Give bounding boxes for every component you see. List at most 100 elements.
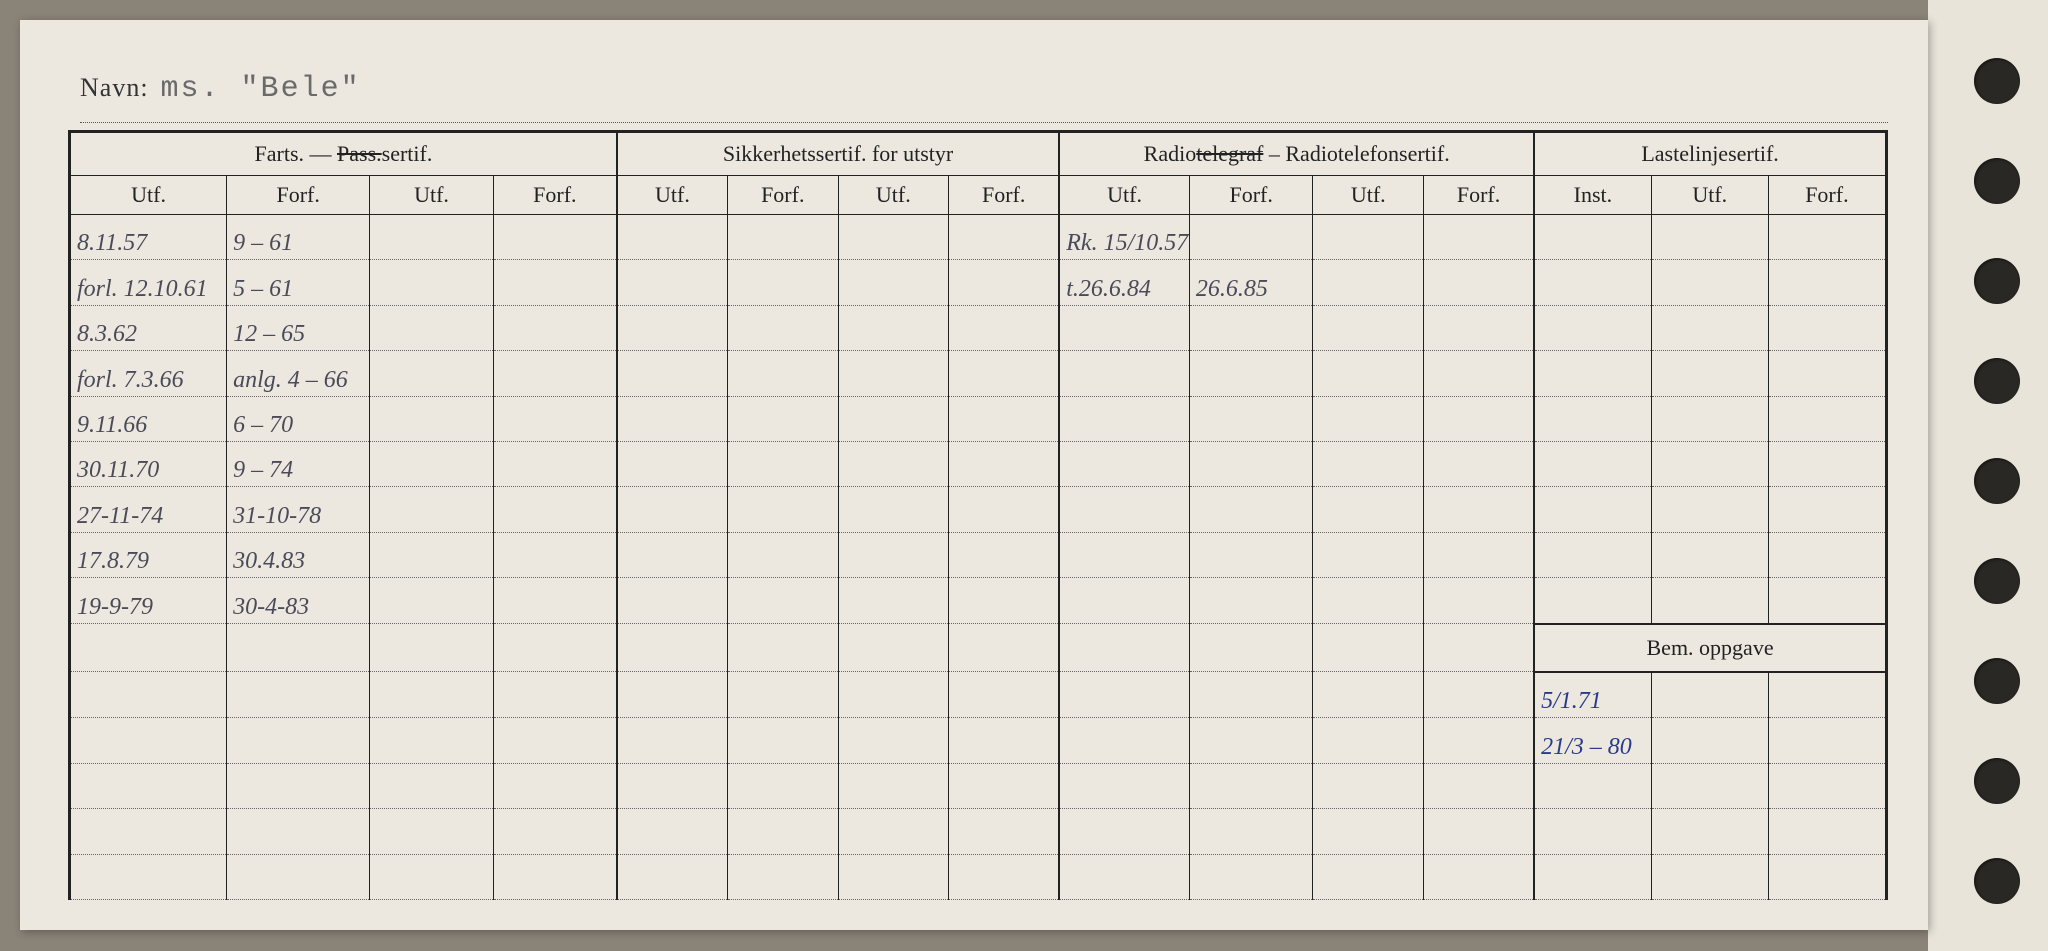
table: Farts. — Pass.sertif.Sikkerhetssertif. f… [70,132,1886,900]
cell [1534,809,1651,854]
cell [1534,578,1651,624]
cell [1768,718,1885,763]
cell [1768,441,1885,486]
cell [71,854,227,900]
cell: 30.4.83 [227,532,370,577]
cell [1313,396,1424,441]
cell [370,351,494,396]
cell [949,441,1060,486]
cell [1424,215,1535,260]
table-row: forl. 12.10.615 – 61t.26.6.8426.6.85 [71,260,1886,305]
cell [370,532,494,577]
cell: 5/1.71 [1534,672,1651,718]
cell: 9 – 61 [227,215,370,260]
cell [1534,396,1651,441]
cell [1424,809,1535,854]
cell: 30.11.70 [71,441,227,486]
cell: 8.3.62 [71,305,227,350]
cell [617,624,728,672]
cell [1651,763,1768,808]
bem-header-row: Bem. oppgave [71,624,1886,672]
cell [949,260,1060,305]
cell [1313,260,1424,305]
cell [493,305,617,350]
cell [949,854,1060,900]
cell [1534,260,1651,305]
cell [838,809,949,854]
cell [949,351,1060,396]
cell [1651,305,1768,350]
cell [1059,578,1189,624]
cell [1651,487,1768,532]
cell [493,854,617,900]
cell [1424,718,1535,763]
cell [1424,854,1535,900]
cell [727,672,838,718]
cell [1768,763,1885,808]
cell [727,260,838,305]
cell [838,578,949,624]
cell [617,532,728,577]
cell [493,396,617,441]
group-header: Radiotelegraf – Radiotelefonsertif. [1059,133,1534,176]
cell [1189,351,1313,396]
cell [1189,578,1313,624]
cell [1189,487,1313,532]
cell [727,578,838,624]
table-row: 5/1.71 [71,672,1886,718]
cell [1059,763,1189,808]
cell [617,351,728,396]
cell [1313,809,1424,854]
col-header: Forf. [1424,176,1535,215]
cell [1313,763,1424,808]
binder-hole [1974,858,2020,904]
cell [727,487,838,532]
cell [838,672,949,718]
cell [1424,305,1535,350]
cell [1424,763,1535,808]
cell [1424,578,1535,624]
cell [227,718,370,763]
cell [617,854,728,900]
cell [1313,624,1424,672]
col-header: Forf. [227,176,370,215]
cell [949,718,1060,763]
cell [1768,672,1885,718]
cell [370,396,494,441]
cell [727,718,838,763]
header-group-row: Farts. — Pass.sertif.Sikkerhetssertif. f… [71,133,1886,176]
cell [370,487,494,532]
cell [493,672,617,718]
cell [1424,487,1535,532]
cell [71,718,227,763]
cell: 27-11-74 [71,487,227,532]
cell [1313,487,1424,532]
cell [1313,441,1424,486]
cell [949,396,1060,441]
table-row: 21/3 – 80 [71,718,1886,763]
cell [1651,396,1768,441]
cell [1651,260,1768,305]
table-row: 27-11-7431-10-78 [71,487,1886,532]
cell [1313,351,1424,396]
cell [949,532,1060,577]
cell [1651,441,1768,486]
cell: 6 – 70 [227,396,370,441]
cell [1189,441,1313,486]
cell [1313,578,1424,624]
cell [949,487,1060,532]
name-row: Navn: ms. "Bele" [80,72,1888,123]
cell [1534,763,1651,808]
cell [1424,441,1535,486]
cell [727,624,838,672]
col-header: Forf. [493,176,617,215]
cell [1313,718,1424,763]
cell [1189,396,1313,441]
cell [617,487,728,532]
cell [1651,809,1768,854]
cell: Rk. 15/10.57 [1059,215,1189,260]
cell [1768,260,1885,305]
col-header: Inst. [1534,176,1651,215]
cell: 12 – 65 [227,305,370,350]
cell [1424,396,1535,441]
